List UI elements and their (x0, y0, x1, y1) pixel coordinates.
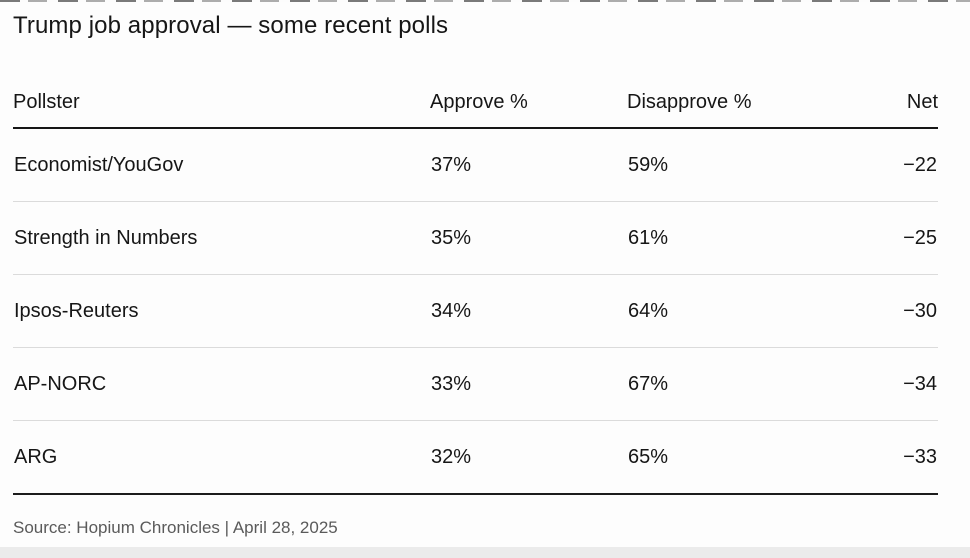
disapprove-cell: 65% (627, 420, 823, 495)
bottom-crop-artifact (0, 547, 970, 558)
table-row: ARG 32% 65% −33 (13, 420, 938, 495)
table-header-row: Pollster Approve % Disapprove % Net (13, 41, 938, 129)
approve-cell: 32% (430, 420, 627, 495)
disapprove-cell: 67% (627, 347, 823, 421)
net-cell: −30 (823, 274, 938, 348)
net-cell: −33 (823, 420, 938, 495)
approve-cell: 37% (430, 128, 627, 202)
disapprove-cell: 59% (627, 128, 823, 202)
approve-cell: 34% (430, 274, 627, 348)
column-header-approve: Approve % (430, 41, 627, 129)
net-cell: −22 (823, 128, 938, 202)
source-attribution: Source: Hopium Chronicles | April 28, 20… (13, 518, 338, 537)
approve-cell: 35% (430, 201, 627, 275)
pollster-cell: Strength in Numbers (13, 201, 430, 275)
pollster-cell: ARG (13, 420, 430, 495)
top-crop-artifact (0, 0, 970, 2)
approve-cell: 33% (430, 347, 627, 421)
disapprove-cell: 64% (627, 274, 823, 348)
net-cell: −25 (823, 201, 938, 275)
table-row: Strength in Numbers 35% 61% −25 (13, 201, 938, 275)
net-cell: −34 (823, 347, 938, 421)
column-header-pollster: Pollster (13, 41, 430, 129)
table-row: Economist/YouGov 37% 59% −22 (13, 128, 938, 202)
column-header-disapprove: Disapprove % (627, 41, 823, 129)
disapprove-cell: 61% (627, 201, 823, 275)
page-title: Trump job approval — some recent polls (13, 12, 449, 39)
pollster-cell: Economist/YouGov (13, 128, 430, 202)
table-row: Ipsos-Reuters 34% 64% −30 (13, 274, 938, 348)
table-row: AP-NORC 33% 67% −34 (13, 347, 938, 421)
poll-table: Pollster Approve % Disapprove % Net Econ… (13, 41, 938, 495)
pollster-cell: Ipsos-Reuters (13, 274, 430, 348)
column-header-net: Net (823, 41, 938, 129)
pollster-cell: AP-NORC (13, 347, 430, 421)
